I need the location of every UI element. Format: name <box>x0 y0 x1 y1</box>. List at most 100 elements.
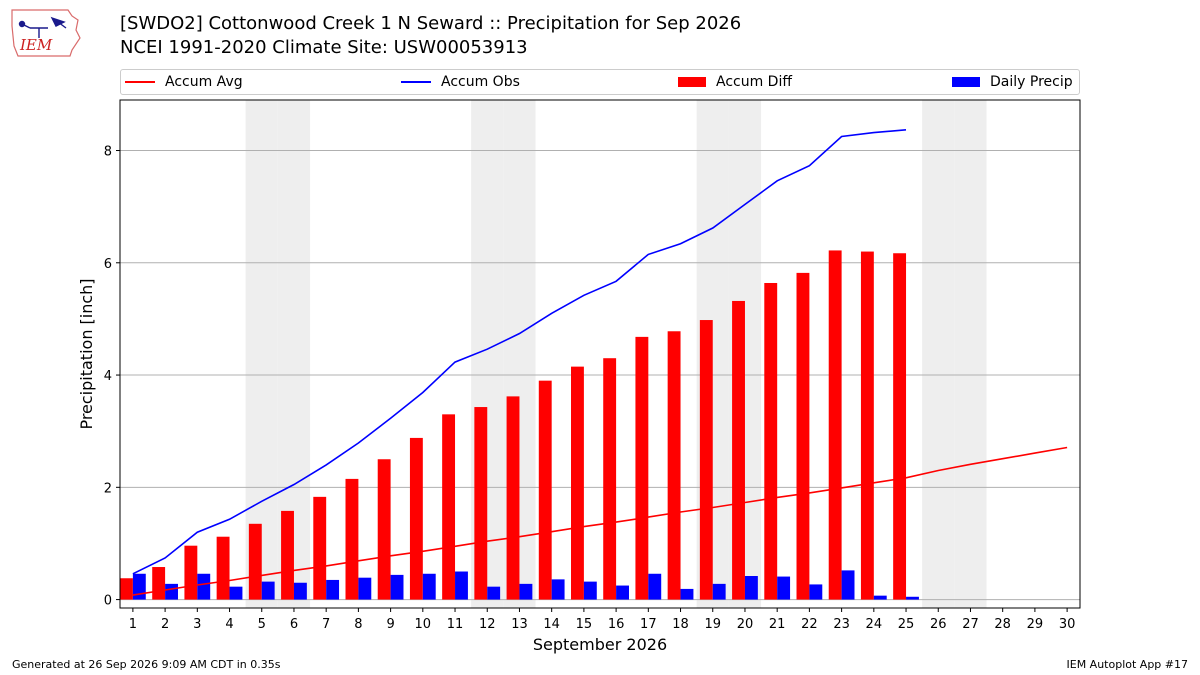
title-line-1: [SWDO2] Cottonwood Creek 1 N Seward :: P… <box>120 13 742 34</box>
x-tick-label-10: 10 <box>415 617 432 632</box>
accum-diff-bar-15 <box>571 366 584 600</box>
x-tick-label-25: 25 <box>898 617 915 632</box>
daily-precip-bar-24 <box>873 595 887 600</box>
x-tick-label-1: 1 <box>129 617 137 632</box>
x-tick-label-8: 8 <box>354 617 362 632</box>
x-tick-label-30: 30 <box>1059 617 1076 632</box>
iem-logo: IEM <box>11 9 81 57</box>
iowa-outline-icon <box>11 9 81 57</box>
x-tick-label-9: 9 <box>386 617 394 632</box>
lines <box>132 129 1068 596</box>
daily-precip-bar-9 <box>390 574 404 600</box>
accum-obs-line <box>132 129 907 575</box>
x-tick-label-24: 24 <box>866 617 883 632</box>
x-tick-label-13: 13 <box>511 617 528 632</box>
daily-precip-bar-7 <box>326 579 340 600</box>
daily-precip-bar-5 <box>261 581 275 600</box>
x-tick-label-17: 17 <box>640 617 657 632</box>
y-axis-label: Precipitation [inch] <box>77 278 96 429</box>
x-tick-label-3: 3 <box>193 617 201 632</box>
accum-diff-bar-12 <box>474 407 488 600</box>
accum-diff-bar-21 <box>764 282 778 600</box>
daily-precip-bar-3 <box>197 573 211 600</box>
title-line-2: NCEI 1991-2020 Climate Site: USW00053913 <box>120 37 528 58</box>
daily-precip-bar-23 <box>841 570 855 600</box>
logo-text: IEM <box>19 36 53 54</box>
accum-diff-bar-4 <box>216 536 230 600</box>
daily-precip-bar-16 <box>616 585 629 600</box>
x-tick-label-20: 20 <box>737 617 754 632</box>
daily-precip-bar-22 <box>809 584 823 600</box>
accum-diff-bar-16 <box>603 358 617 600</box>
gridlines <box>120 150 1080 601</box>
x-tick-label-4: 4 <box>225 617 233 632</box>
y-tick-label-4: 4 <box>104 369 112 384</box>
x-tick-label-11: 11 <box>447 617 464 632</box>
daily-precip-bar-2 <box>165 583 178 600</box>
y-tick-label-2: 2 <box>104 481 112 496</box>
x-tick-label-2: 2 <box>161 617 169 632</box>
legend-swatch-daily-precip <box>952 77 980 87</box>
accum-diff-bar-11 <box>442 414 456 600</box>
accum-diff-bar-5 <box>248 523 262 600</box>
x-tick-label-12: 12 <box>479 617 496 632</box>
accum-diff-bar-22 <box>796 272 810 600</box>
accum-diff-bar-20 <box>732 300 745 600</box>
daily-precip-bar-10 <box>422 573 436 600</box>
daily-precip-bar-6 <box>293 582 307 600</box>
footer-app: IEM Autoplot App #17 <box>1066 658 1189 671</box>
accum-diff-bar-25 <box>893 253 907 600</box>
daily-precip-bar-17 <box>648 573 662 600</box>
legend-item-accum-obs: Accum Obs <box>401 70 520 94</box>
accum-diff-bar-18 <box>667 331 681 600</box>
x-tick-label-18: 18 <box>672 617 689 632</box>
x-tick-label-21: 21 <box>769 617 786 632</box>
daily-precip-bar-18 <box>680 588 694 600</box>
x-tick-label-29: 29 <box>1027 617 1044 632</box>
y-tick-label-8: 8 <box>104 145 112 160</box>
daily-precip-bar-8 <box>358 577 372 600</box>
plot-frame <box>119 99 1081 609</box>
legend-label-daily-precip: Daily Precip <box>990 74 1073 90</box>
daily-precip-bar-19 <box>712 583 726 600</box>
legend-item-accum-avg: Accum Avg <box>125 70 243 94</box>
accum-diff-bar-13 <box>506 396 520 600</box>
daily-precip-bar-1 <box>132 573 146 600</box>
x-tick-label-22: 22 <box>801 617 818 632</box>
legend-label-accum-avg: Accum Avg <box>165 74 243 90</box>
accum-diff-bar-19 <box>699 320 713 600</box>
daily-precip-bar-13 <box>519 583 533 600</box>
accum-avg-line <box>132 446 1068 596</box>
daily-precip-bar-15 <box>583 581 597 600</box>
accum-diff-bar-23 <box>828 250 842 600</box>
daily-precip-bar-25 <box>906 596 919 600</box>
legend-item-daily-precip: Daily Precip <box>952 70 1073 94</box>
legend-item-accum-diff: Accum Diff <box>678 70 792 94</box>
x-tick-label-19: 19 <box>704 617 721 632</box>
daily-precip-bar-11 <box>455 571 468 600</box>
daily-precip-bar-14 <box>551 579 565 600</box>
x-tick-label-27: 27 <box>962 617 979 632</box>
weather-station-icon <box>18 16 67 38</box>
accum-diff-bar-17 <box>635 336 649 600</box>
x-tick-label-16: 16 <box>608 617 625 632</box>
y-tick-label-6: 6 <box>104 257 112 272</box>
accum-diff-bar-8 <box>345 478 359 600</box>
bars <box>120 250 919 600</box>
chart-legend: Accum Avg Accum Obs Accum Diff Daily Pre… <box>120 69 1080 95</box>
x-tick-label-23: 23 <box>833 617 850 632</box>
accum-diff-bar-3 <box>184 545 198 600</box>
accum-diff-bar-10 <box>409 437 423 600</box>
accum-diff-bar-24 <box>860 251 874 600</box>
x-tick-label-26: 26 <box>930 617 947 632</box>
x-tick-label-7: 7 <box>322 617 330 632</box>
accum-diff-bar-9 <box>377 459 391 600</box>
x-tick-label-6: 6 <box>290 617 298 632</box>
daily-precip-bar-21 <box>777 576 791 600</box>
legend-label-accum-diff: Accum Diff <box>716 74 793 90</box>
legend-swatch-accum-avg <box>125 81 155 83</box>
x-tick-label-28: 28 <box>994 617 1011 632</box>
weekend-shade-day-26 <box>922 100 955 608</box>
x-tick-label-5: 5 <box>258 617 266 632</box>
